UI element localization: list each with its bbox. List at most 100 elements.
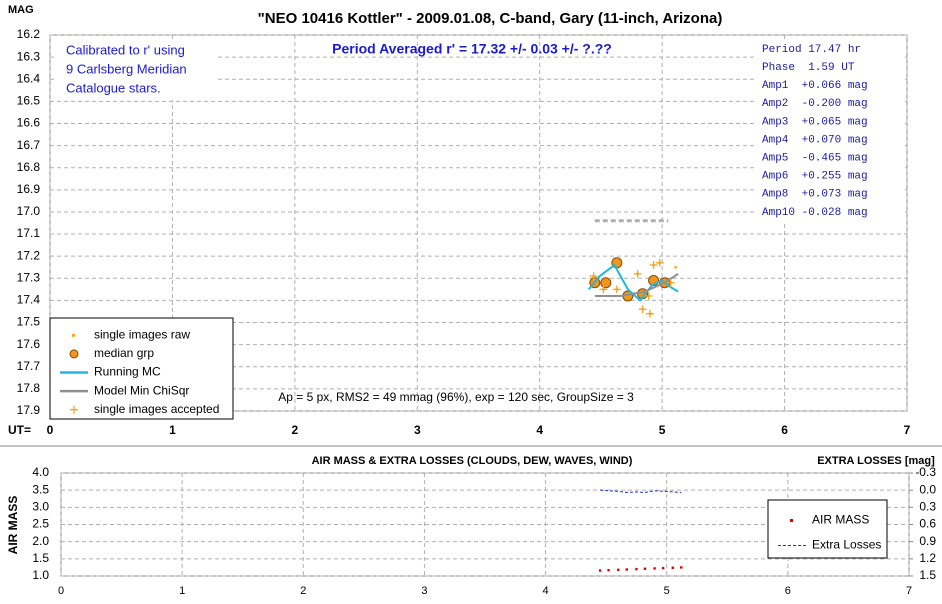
- x-tick-label: 4: [543, 585, 549, 597]
- data-point: [600, 277, 612, 289]
- data-point: [633, 269, 642, 278]
- data-point: [612, 285, 621, 294]
- y2-tick-label: -0.3: [915, 465, 936, 479]
- y-tick-label: 4.0: [32, 465, 49, 479]
- legend-swatch: [72, 333, 75, 337]
- y-axis-label: MAG: [8, 4, 34, 16]
- y-tick-label: 1.5: [32, 551, 49, 565]
- x-tick-label: 2: [300, 585, 306, 597]
- y2-tick-label: 0.0: [919, 482, 936, 496]
- x-tick-label: 6: [785, 585, 791, 597]
- y-tick-label: 17.0: [17, 204, 41, 218]
- y2-tick-label: 1.2: [919, 551, 936, 565]
- data-point: [625, 568, 628, 571]
- headline: Period Averaged r' = 17.32 +/- 0.03 +/- …: [332, 41, 612, 57]
- data-point: [671, 566, 674, 569]
- y-tick-label: 16.5: [17, 94, 41, 108]
- y-tick-label: 17.5: [17, 315, 41, 329]
- chart-title: AIR MASS & EXTRA LOSSES (CLOUDS, DEW, WA…: [312, 455, 633, 467]
- info-line: Phase 1.59 UT: [762, 62, 855, 74]
- data-point: [598, 569, 602, 572]
- info-line: Period 17.47 hr: [762, 44, 861, 56]
- chart-title: "NEO 10416 Kottler" - 2009.01.08, C-band…: [258, 10, 723, 27]
- y-tick-label: 16.7: [17, 138, 41, 152]
- info-line: Amp3 +0.065 mag: [762, 116, 868, 128]
- data-point: [680, 566, 683, 569]
- data-point: [635, 567, 638, 571]
- info-line: Amp6 +0.255 mag: [762, 171, 868, 183]
- x-tick-label: 1: [169, 423, 176, 437]
- info-line: Amp4 +0.070 mag: [762, 134, 868, 146]
- legend-label: median grp: [94, 346, 154, 360]
- info-line: Amp2 -0.200 mag: [762, 98, 868, 110]
- y-tick-label: 17.9: [17, 403, 41, 417]
- legend-swatch: [70, 405, 78, 414]
- x-axis-label: UT=: [8, 423, 31, 437]
- x-tick-label: 5: [664, 585, 670, 597]
- data-point: [638, 305, 647, 314]
- data-point: [661, 566, 665, 570]
- y-tick-label: 16.3: [17, 49, 41, 63]
- data-point: [655, 258, 664, 267]
- y-tick-label: 3.0: [32, 500, 49, 514]
- y-tick-label: 17.8: [17, 381, 41, 395]
- y-tick-label: 16.8: [17, 160, 41, 174]
- legend-label: Running MC: [94, 365, 161, 379]
- y2-tick-label: 0.3: [919, 500, 936, 514]
- y-tick-label: 17.2: [17, 248, 41, 262]
- x-tick-label: 3: [421, 585, 427, 597]
- x-tick-label: 0: [58, 585, 64, 597]
- footnote: Ap = 5 px, RMS2 = 49 mmag (96%), exp = 1…: [278, 390, 634, 404]
- y2-tick-label: 0.6: [919, 517, 936, 531]
- x-tick-label: 2: [292, 423, 299, 437]
- y-tick-label: 17.4: [17, 293, 41, 307]
- y-tick-label: 2.5: [32, 517, 49, 531]
- legend-label: Extra Losses: [812, 538, 881, 552]
- x-tick-label: 7: [906, 585, 912, 597]
- y-tick-label: 16.4: [17, 71, 41, 85]
- y-tick-label: 16.9: [17, 182, 41, 196]
- y-tick-label: 17.6: [17, 337, 41, 351]
- y2-axis-label: EXTRA LOSSES [mag]: [817, 455, 935, 467]
- legend-label: Model Min ChiSqr: [94, 383, 189, 397]
- data-point: [666, 278, 675, 287]
- y-tick-label: 16.2: [17, 27, 41, 41]
- series-line: [600, 489, 682, 493]
- legend-swatch: [790, 519, 793, 522]
- data-point: [649, 261, 658, 270]
- y-tick-label: 17.3: [17, 270, 41, 284]
- y-axis-label: AIR MASS: [6, 496, 20, 555]
- info-box: [755, 40, 905, 222]
- y-tick-label: 17.1: [17, 226, 41, 240]
- data-point: [674, 266, 677, 269]
- series-line: [594, 273, 679, 297]
- y2-tick-label: 0.9: [919, 534, 936, 548]
- y2-tick-label: 1.5: [919, 568, 936, 582]
- legend-label: AIR MASS: [812, 513, 869, 527]
- calibration-note: Catalogue stars.: [66, 80, 161, 95]
- note-box: [56, 40, 216, 100]
- legend-label: single images accepted: [94, 402, 219, 416]
- calibration-note: Calibrated to r' using: [66, 42, 185, 57]
- x-tick-label: 3: [414, 423, 421, 437]
- legend-swatch: [69, 349, 79, 359]
- x-tick-label: 6: [781, 423, 788, 437]
- x-tick-label: 5: [659, 423, 666, 437]
- x-tick-label: 4: [536, 423, 543, 437]
- legend-label: single images raw: [94, 327, 190, 341]
- y-tick-label: 17.7: [17, 359, 41, 373]
- info-line: Amp10 -0.028 mag: [762, 207, 868, 219]
- x-tick-label: 0: [47, 423, 54, 437]
- data-point: [644, 291, 653, 300]
- x-tick-label: 1: [179, 585, 185, 597]
- x-tick-label: 7: [904, 423, 911, 437]
- data-point: [599, 285, 608, 294]
- data-point: [643, 567, 647, 570]
- data-point: [653, 567, 656, 570]
- info-line: Amp1 +0.066 mag: [762, 80, 868, 92]
- data-point: [645, 309, 654, 318]
- calibration-note: 9 Carlsberg Meridian: [66, 61, 187, 76]
- y-tick-label: 1.0: [32, 568, 49, 582]
- data-point: [617, 568, 620, 572]
- y-tick-label: 3.5: [32, 482, 49, 496]
